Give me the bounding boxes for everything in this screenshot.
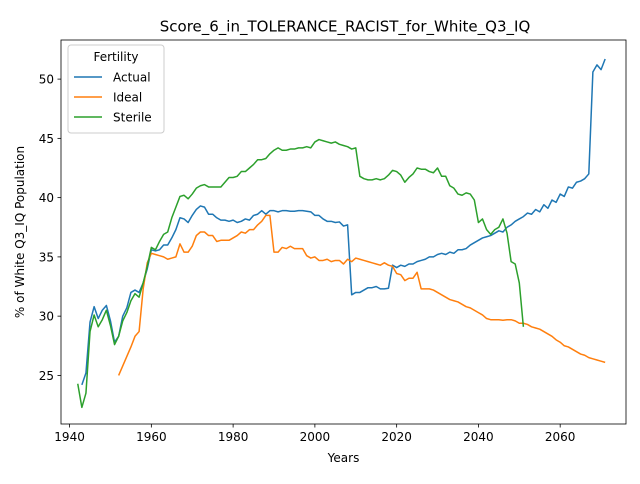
x-axis-label: Years bbox=[327, 451, 360, 465]
legend-title: Fertility bbox=[93, 50, 138, 64]
y-tick-label: 40 bbox=[39, 191, 54, 205]
y-axis: 25 30 35 40 45 50 bbox=[39, 73, 61, 383]
series-line-sterile bbox=[77, 138, 525, 409]
x-tick-label: 1940 bbox=[54, 430, 85, 444]
x-tick-label: 1960 bbox=[136, 430, 167, 444]
series-line-ideal bbox=[117, 214, 606, 376]
y-tick-label: 35 bbox=[39, 250, 54, 264]
y-tick-label: 25 bbox=[39, 369, 54, 383]
legend-label-ideal: Ideal bbox=[113, 91, 142, 105]
chart-title: Score_6_in_TOLERANCE_RACIST_for_White_Q3… bbox=[160, 18, 531, 37]
plot-area bbox=[77, 58, 606, 409]
x-tick-label: 2020 bbox=[381, 430, 412, 444]
legend-box bbox=[67, 44, 165, 134]
axes-frame bbox=[60, 39, 627, 425]
legend-label-sterile: Sterile bbox=[113, 111, 152, 125]
x-axis: 1940 1960 1980 2000 2020 2040 2060 bbox=[54, 424, 575, 444]
y-tick-label: 30 bbox=[39, 310, 54, 324]
x-tick-label: 2040 bbox=[463, 430, 494, 444]
legend: Fertility Actual Ideal Sterile bbox=[67, 44, 165, 134]
x-tick-label: 2060 bbox=[545, 430, 576, 444]
y-tick-label: 50 bbox=[39, 73, 54, 87]
x-tick-label: 2000 bbox=[300, 430, 331, 444]
x-tick-label: 1980 bbox=[218, 430, 249, 444]
legend-label-actual: Actual bbox=[113, 71, 151, 85]
y-tick-label: 45 bbox=[39, 132, 54, 146]
series-line-actual bbox=[81, 58, 606, 386]
y-axis-label: % of White Q3_IQ Population bbox=[13, 146, 27, 318]
